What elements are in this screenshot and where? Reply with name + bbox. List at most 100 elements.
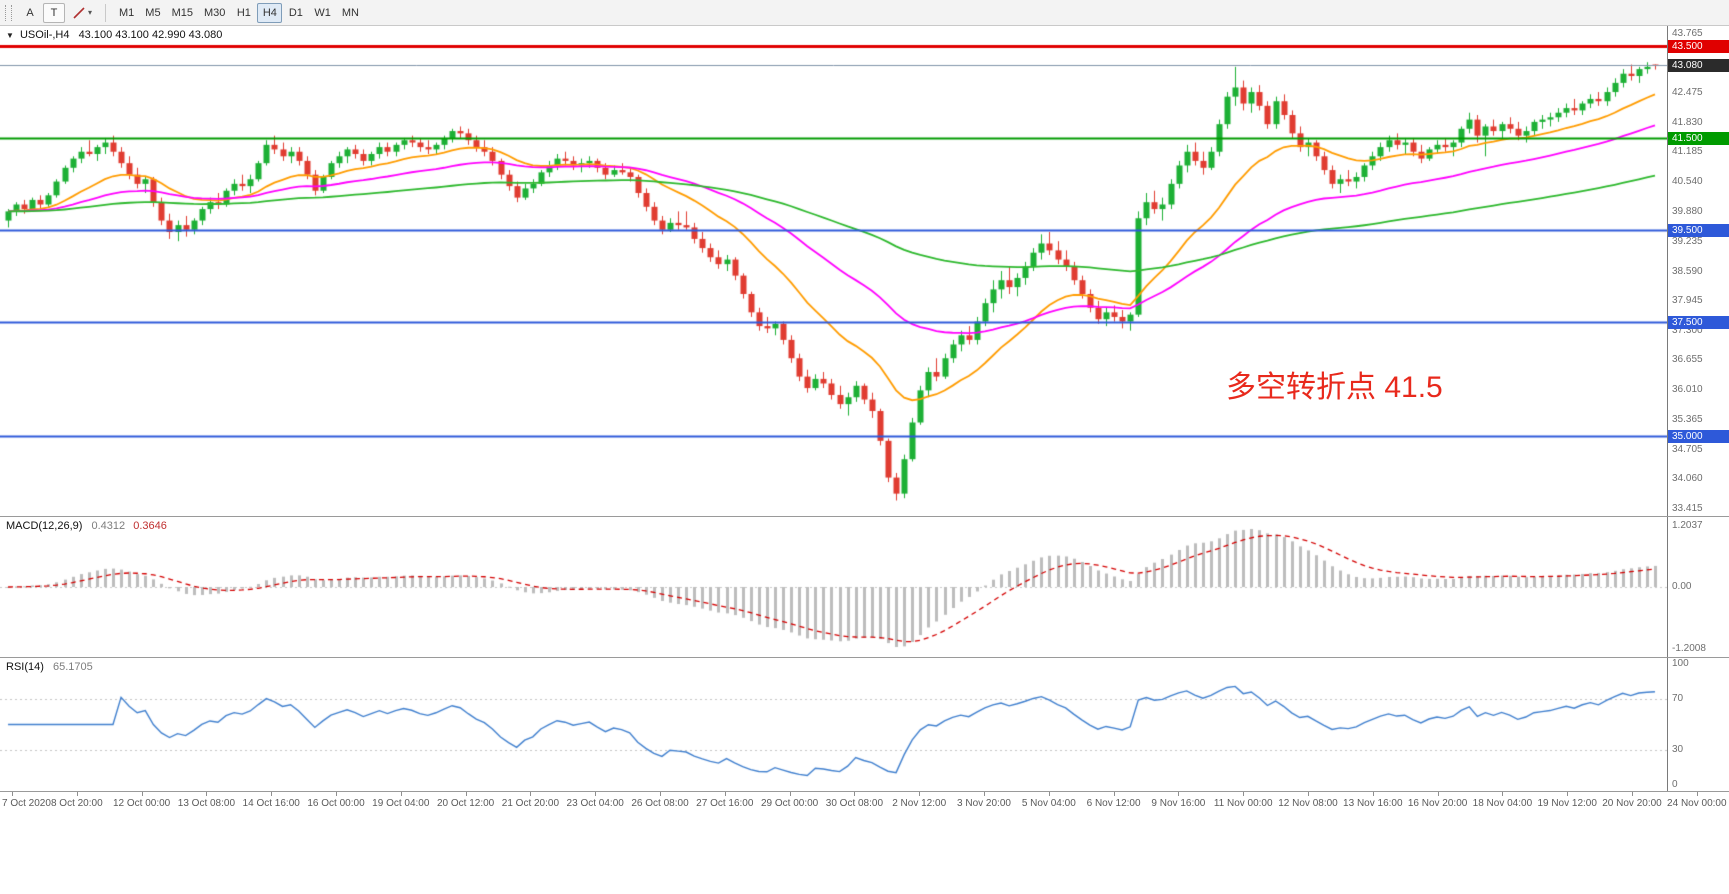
time-axis-label: 12 Oct 00:00 xyxy=(112,798,171,809)
macd-panel: MACD(12,26,9) 0.4312 0.3646 1.2037 0.00 -1… xyxy=(0,517,1729,657)
price-axis-label: 40.540 xyxy=(1672,176,1703,187)
time-axis-label: 16 Oct 00:00 xyxy=(307,798,365,809)
chart-dropdown-icon[interactable]: ▼ xyxy=(6,31,14,40)
main-price-axis[interactable]: 43.765 42.475 41.830 41.185 40.540 39.880 39.2… xyxy=(1667,26,1729,516)
time-tick xyxy=(1308,792,1309,796)
hline-price-tag: 35.000 xyxy=(1668,429,1729,443)
macd-header: MACD(12,26,9) 0.4312 0.3646 xyxy=(6,520,167,532)
rsi-panel: RSI(14) 65.1705 100 70 30 0 xyxy=(0,658,1729,791)
hline-price-tag: 37.500 xyxy=(1668,315,1729,329)
rsi-axis-label: 0 xyxy=(1672,779,1678,790)
rsi-value: 65.1705 xyxy=(52,661,93,673)
trendline-tool-button[interactable]: ▾ xyxy=(67,3,97,23)
panel-separator[interactable] xyxy=(0,657,1729,658)
time-axis-label: 20 Nov 20:00 xyxy=(1602,798,1662,809)
time-tick xyxy=(336,792,337,796)
time-axis-label: 21 Oct 20:00 xyxy=(501,798,560,809)
hline-price-tag: 39.500 xyxy=(1668,223,1729,237)
timeframe-button-M15[interactable]: M15 xyxy=(171,6,193,19)
symbol-label: USOil-,H4 xyxy=(19,29,70,41)
rsi-axis-label: 30 xyxy=(1672,743,1684,755)
price-axis-label: 39.880 xyxy=(1672,206,1703,218)
timeframe-group: M1 M5 M15 M30 H1 H4 D1 W1 MN xyxy=(114,2,364,23)
time-axis[interactable]: 7 Oct 2020 8 Oct 20:00 12 Oct 00:00 13 Oct … xyxy=(0,792,1729,816)
hline-price-tag: 43.500 xyxy=(1668,39,1729,53)
time-tick xyxy=(1178,792,1180,796)
time-tick xyxy=(1502,792,1504,796)
price-axis-label: 35.365 xyxy=(1672,413,1703,425)
timeframe-button-H1[interactable]: H1 xyxy=(236,6,251,19)
time-tick xyxy=(1048,792,1050,796)
chevron-down-icon: ▾ xyxy=(88,8,93,17)
timeframe-button-M30[interactable]: M30 xyxy=(203,6,226,19)
macd-axis-label: 1.2037 xyxy=(1672,520,1703,531)
timeframe-button-W1[interactable]: W1 xyxy=(314,6,331,19)
time-axis-label: 27 Oct 16:00 xyxy=(696,798,754,809)
symbol-header: ▼ USOil-,H4 43.100 43.100 42.990 43.080 xyxy=(6,29,222,41)
time-axis-label: 23 Oct 04:00 xyxy=(566,798,624,809)
rsi-label: RSI(14) xyxy=(6,661,44,673)
price-axis-label: 37.300 xyxy=(1672,324,1703,336)
annotate-text-button[interactable]: A xyxy=(26,6,34,19)
macd-main-value: 0.4312 xyxy=(91,520,126,532)
time-tick xyxy=(854,792,856,796)
main-chart-panel: ▼ USOil-,H4 43.100 43.100 42.990 43.080 … xyxy=(0,26,1729,516)
timeframe-button-MN[interactable]: MN xyxy=(341,6,359,19)
text-label-button[interactable]: T xyxy=(43,2,65,23)
trendline-icon xyxy=(73,6,85,19)
macd-axis-label: -1.2008 xyxy=(1672,643,1706,654)
current-price-tag: 43.080 xyxy=(1668,58,1729,72)
time-axis-label: 3 Nov 20:00 xyxy=(957,798,1011,809)
time-tick xyxy=(919,792,921,796)
chart-annotation-text: 多空转折点 41.5 xyxy=(1226,371,1443,404)
macd-axis[interactable]: 1.2037 0.00 -1.2008 xyxy=(1667,517,1729,657)
price-axis-label: 38.590 xyxy=(1672,265,1703,277)
rsi-header: RSI(14) 65.1705 xyxy=(6,661,93,673)
price-axis-label: 36.010 xyxy=(1672,383,1703,395)
price-axis-label: 34.060 xyxy=(1672,473,1703,485)
rsi-canvas[interactable] xyxy=(0,658,1667,791)
time-axis-label: 5 Nov 04:00 xyxy=(1021,798,1076,809)
toolbar-grip[interactable] xyxy=(5,4,12,21)
time-axis-label: 13 Oct 08:00 xyxy=(177,798,236,809)
macd-signal-value: 0.3646 xyxy=(133,520,167,532)
price-axis-label: 43.765 xyxy=(1672,28,1703,39)
price-axis-label: 41.185 xyxy=(1672,146,1703,158)
price-axis-label: 41.830 xyxy=(1672,116,1703,128)
price-axis-label: 39.235 xyxy=(1672,235,1703,247)
price-axis-label: 37.945 xyxy=(1672,295,1703,307)
main-chart-canvas[interactable] xyxy=(0,26,1667,516)
time-axis-label: 19 Oct 04:00 xyxy=(372,798,430,809)
time-axis-label: 11 Nov 00:00 xyxy=(1213,798,1273,809)
time-tick xyxy=(206,792,208,796)
time-tick xyxy=(984,792,985,796)
time-axis-label: 13 Nov 16:00 xyxy=(1343,798,1403,809)
panel-separator[interactable] xyxy=(0,516,1729,517)
timeframe-button-M1[interactable]: M1 xyxy=(119,6,135,19)
time-axis-label: 6 Nov 12:00 xyxy=(1086,798,1141,809)
time-axis-label: 29 Oct 00:00 xyxy=(760,798,819,809)
time-tick xyxy=(465,792,467,796)
time-axis-label: 24 Nov 00:00 xyxy=(1667,798,1727,809)
time-axis-label: 9 Nov 16:00 xyxy=(1151,798,1206,809)
time-axis-label: 18 Nov 04:00 xyxy=(1472,798,1533,809)
timeframe-button-D1[interactable]: D1 xyxy=(288,6,303,19)
timeframe-button-H4[interactable]: H4 xyxy=(257,2,283,23)
rsi-axis[interactable]: 100 70 30 0 xyxy=(1667,658,1729,791)
price-axis-label: 34.705 xyxy=(1672,443,1703,455)
time-tick xyxy=(12,792,13,796)
time-axis-label: 2 Nov 12:00 xyxy=(892,798,947,809)
time-axis-label: 30 Oct 08:00 xyxy=(825,798,884,809)
time-axis-label: 12 Nov 08:00 xyxy=(1278,798,1338,809)
timeframe-button-M5[interactable]: M5 xyxy=(145,6,161,19)
panel-separator xyxy=(0,791,1729,792)
rsi-axis-label: 70 xyxy=(1672,693,1684,705)
ohlc-values: 43.100 43.100 42.990 43.080 xyxy=(78,29,223,41)
macd-axis-label: 0.00 xyxy=(1672,581,1692,592)
time-axis-label: 26 Oct 08:00 xyxy=(631,798,689,809)
time-tick xyxy=(660,792,661,796)
time-tick xyxy=(1437,792,1439,796)
macd-canvas[interactable] xyxy=(0,517,1667,657)
time-tick xyxy=(1372,792,1374,796)
time-axis-label: 8 Oct 20:00 xyxy=(50,798,103,809)
